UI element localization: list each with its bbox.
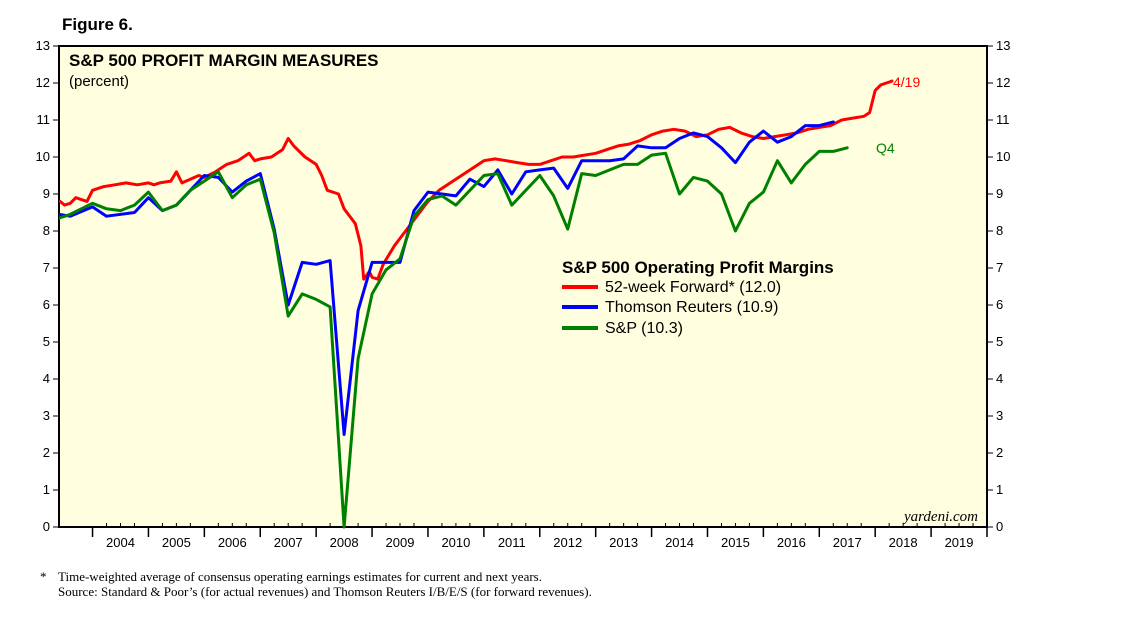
- x-tick-label: 2010: [441, 535, 470, 550]
- footnote-line-1: Time-weighted average of consensus opera…: [58, 569, 542, 584]
- y-tick-label-right: 9: [996, 186, 1003, 201]
- legend: S&P 500 Operating Profit Margins 52-week…: [562, 258, 834, 337]
- annotation-sp-quarter: Q4: [876, 140, 895, 156]
- series-line-thomson-reuters: [59, 120, 835, 436]
- x-tick-label: 2012: [553, 535, 582, 550]
- y-tick-label-right: 8: [996, 223, 1003, 238]
- x-tick-label: 2006: [218, 535, 247, 550]
- footnote-line-2: Source: Standard & Poor’s (for actual re…: [58, 584, 592, 599]
- x-tick-label: 2014: [665, 535, 694, 550]
- y-tick-label-left: 4: [43, 371, 50, 386]
- figure-label: Figure 6.: [62, 15, 133, 34]
- x-tick-label: 2018: [889, 535, 918, 550]
- x-axis-labels: 2004 2005 2006 2007 2008 2009 2010 2011 2012 2013…: [106, 535, 973, 550]
- y-tick-label-right: 2: [996, 445, 1003, 460]
- series-line-sp: [59, 146, 849, 529]
- y-tick-label-right: 10: [996, 149, 1010, 164]
- legend-label-thomson: Thomson Reuters (10.9): [605, 299, 778, 316]
- x-tick-label: 2017: [833, 535, 862, 550]
- annotation-forward-date: 4/19: [893, 74, 920, 90]
- x-tick-label: 2004: [106, 535, 135, 550]
- y-tick-label-left: 9: [43, 186, 50, 201]
- chart-subtitle: (percent): [69, 73, 129, 90]
- x-tick-label: 2007: [274, 535, 303, 550]
- y-tick-label-right: 13: [996, 38, 1010, 53]
- y-tick-label-left: 5: [43, 334, 50, 349]
- y-tick-label-left: 8: [43, 223, 50, 238]
- legend-label-forward: 52-week Forward* (12.0): [605, 279, 781, 296]
- y-tick-label-right: 4: [996, 371, 1003, 386]
- x-tick-label: 2011: [498, 535, 526, 550]
- y-tick-label-left: 3: [43, 408, 50, 423]
- y-tick-label-right: 0: [996, 519, 1003, 534]
- footnote-asterisk: *: [40, 569, 47, 584]
- y-tick-label-left: 10: [36, 149, 50, 164]
- y-tick-label-right: 5: [996, 334, 1003, 349]
- x-tick-label: 2016: [777, 535, 806, 550]
- y-tick-label-left: 2: [43, 445, 50, 460]
- y-tick-label-right: 7: [996, 260, 1003, 275]
- y-tick-label-left: 1: [43, 482, 50, 497]
- x-tick-label: 2008: [330, 535, 359, 550]
- y-tick-label-left: 13: [36, 38, 50, 53]
- chart-title: S&P 500 PROFIT MARGIN MEASURES: [69, 51, 379, 70]
- series-lines: [59, 79, 894, 529]
- x-tick-label: 2013: [609, 535, 638, 550]
- legend-title: S&P 500 Operating Profit Margins: [562, 258, 834, 277]
- x-tick-label: 2005: [162, 535, 191, 550]
- y-tick-label-left: 12: [36, 75, 50, 90]
- legend-label-sp: S&P (10.3): [605, 320, 683, 337]
- x-tick-label: 2009: [386, 535, 415, 550]
- y-tick-label-left: 11: [37, 112, 51, 127]
- credit-watermark: yardeni.com: [902, 509, 978, 525]
- axis-ticks: [53, 45, 993, 537]
- y-tick-label-left: 6: [43, 297, 50, 312]
- y-tick-label-left: 7: [43, 260, 50, 275]
- x-tick-label: 2015: [721, 535, 750, 550]
- x-tick-label: 2019: [945, 535, 974, 550]
- y-tick-label-right: 1: [996, 482, 1003, 497]
- y-tick-label-right: 6: [996, 297, 1003, 312]
- y-tick-label-right: 11: [996, 112, 1010, 127]
- y-tick-label-left: 0: [43, 519, 50, 534]
- y-tick-label-right: 3: [996, 408, 1003, 423]
- y-tick-label-right: 12: [996, 75, 1010, 90]
